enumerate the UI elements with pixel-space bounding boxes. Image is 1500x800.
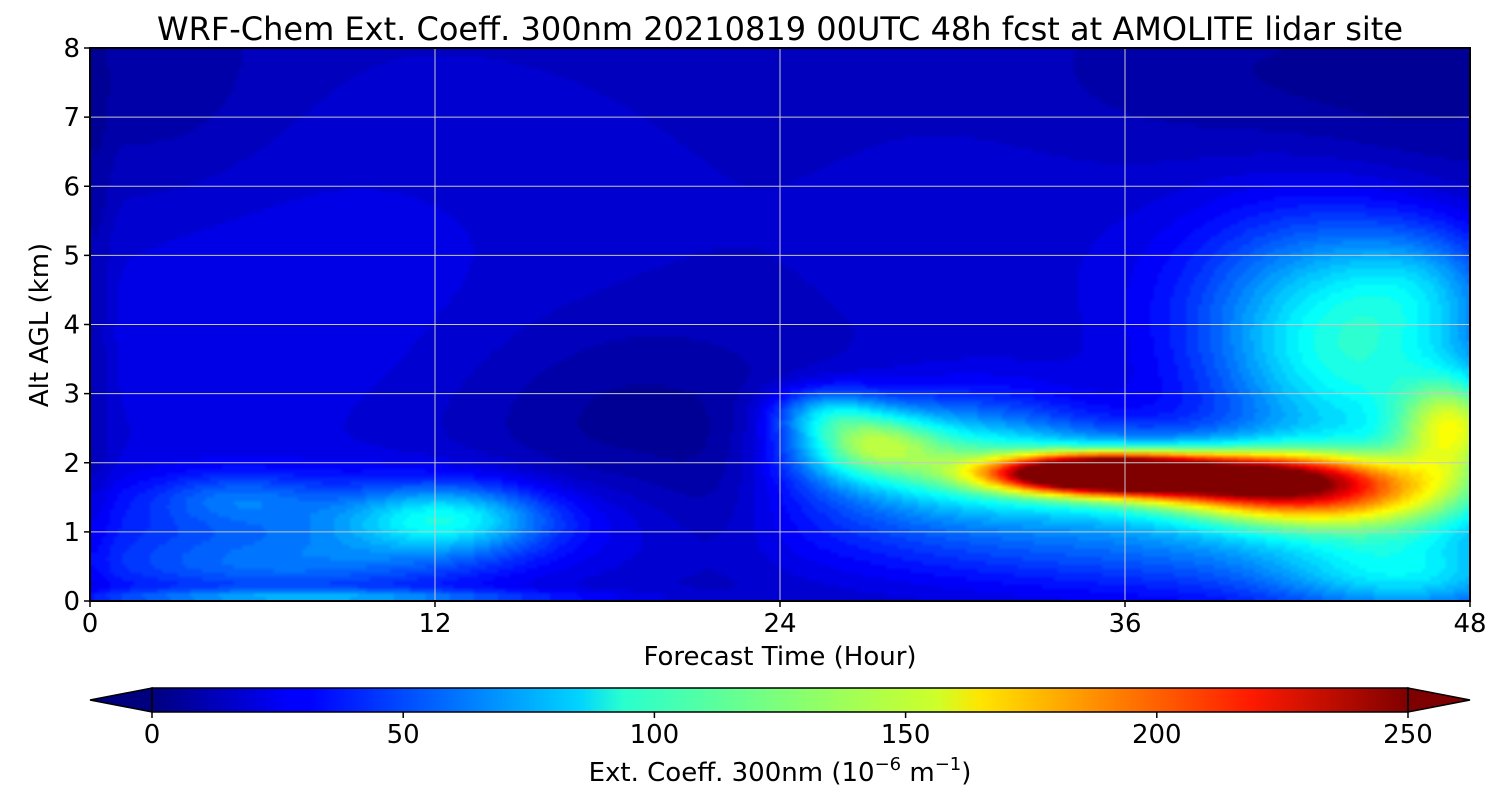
- colorbar-gradient: [152, 688, 1408, 712]
- colorbar-label-main: Ext. Coeff. 300nm (10: [589, 758, 875, 788]
- colorbar-tick-label: 200: [1132, 720, 1182, 750]
- colorbar-tick-label: 50: [387, 720, 420, 750]
- colorbar-tick-label: 150: [881, 720, 931, 750]
- y-axis-label: Alt AGL (km): [25, 243, 55, 407]
- x-axis-ticks: 0 12 24 36 48: [82, 601, 1487, 639]
- x-axis-label: Forecast Time (Hour): [643, 642, 916, 672]
- x-tick-label: 48: [1453, 609, 1486, 639]
- colorbar-frame: [151, 687, 1409, 713]
- colorbar-tick-label: 250: [1383, 720, 1433, 750]
- x-tick-label: 12: [418, 609, 451, 639]
- x-tick-label: 36: [1108, 609, 1141, 639]
- colorbar-ticks: 0 50 100 150 200 250: [144, 712, 1433, 750]
- colorbar-extend-low: [89, 687, 153, 713]
- y-tick-label: 1: [63, 518, 80, 548]
- y-tick-label: 7: [63, 103, 80, 133]
- colorbar-label: Ext. Coeff. 300nm (10−6 m−1): [589, 754, 972, 788]
- y-axis-ticks: 0 1 2 3 4 5 6 7 8: [63, 34, 90, 617]
- colorbar: 0 50 100 150 200 250 Ext. Coeff. 300nm (10−6 …: [89, 687, 1471, 788]
- colorbar-tick-label: 0: [144, 720, 161, 750]
- x-tick-label: 0: [82, 609, 99, 639]
- colorbar-label-end: ): [961, 758, 971, 788]
- colorbar-label-exp2: −1: [935, 754, 962, 775]
- colorbar-extend-high: [1407, 687, 1471, 713]
- y-tick-label: 5: [63, 241, 80, 271]
- y-tick-label: 4: [63, 311, 80, 341]
- colorbar-label-exp1: −6: [875, 754, 902, 775]
- colorbar-label-mid: m: [901, 758, 935, 788]
- y-tick-label: 8: [63, 34, 80, 64]
- x-tick-label: 24: [763, 609, 796, 639]
- y-tick-label: 6: [63, 172, 80, 202]
- y-tick-label: 3: [63, 380, 80, 410]
- colorbar-tick-label: 100: [630, 720, 680, 750]
- y-tick-label: 0: [63, 587, 80, 617]
- chart-title: WRF-Chem Ext. Coeff. 300nm 20210819 00UT…: [157, 10, 1403, 48]
- y-tick-label: 2: [63, 449, 80, 479]
